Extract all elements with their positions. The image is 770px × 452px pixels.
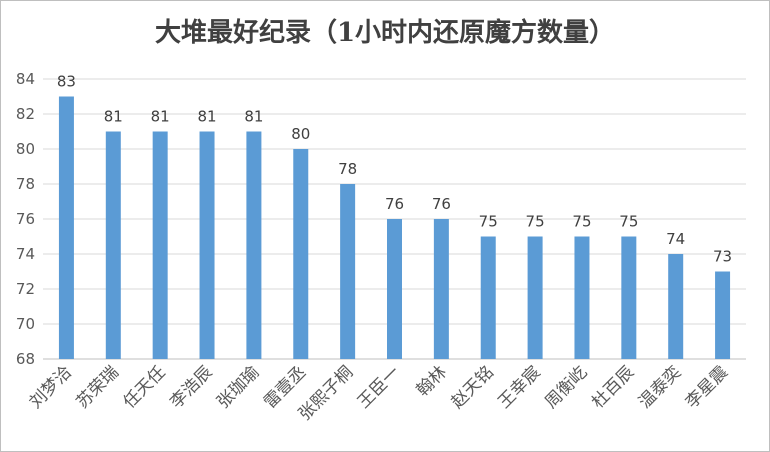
bar [152, 131, 168, 359]
bar [574, 236, 590, 359]
y-tick-label: 68 [16, 350, 35, 368]
y-tick-label: 74 [16, 245, 35, 263]
bar [433, 219, 449, 359]
bar [293, 149, 309, 359]
bar [387, 219, 402, 359]
x-tick-label: 王臣一 [354, 362, 404, 412]
bar [199, 131, 215, 359]
data-label: 75 [572, 213, 591, 231]
y-tick-label: 80 [16, 140, 35, 158]
x-tick-label: 李星震 [682, 362, 732, 412]
data-label: 81 [197, 108, 216, 126]
y-tick-label: 70 [16, 315, 35, 333]
y-tick-label: 82 [16, 105, 35, 123]
data-label: 83 [57, 73, 76, 91]
data-label: 74 [666, 230, 685, 248]
data-label: 76 [385, 195, 404, 213]
data-labels: 83 81 81 81 81 80 78 76 76 75 75 75 75 74 73 [57, 73, 732, 266]
x-tick-label: 李浩辰 [166, 362, 216, 412]
data-label: 75 [479, 213, 498, 231]
bar [715, 271, 731, 359]
x-tick-label: 翰林 [413, 362, 451, 400]
bar [58, 96, 74, 359]
x-tick-label: 苏荣瑞 [73, 362, 123, 412]
data-label: 81 [244, 108, 263, 126]
bars [58, 96, 731, 359]
y-tick-label: 78 [16, 175, 35, 193]
data-label: 76 [432, 195, 451, 213]
bar [246, 131, 262, 359]
x-tick-label: 赵天铭 [448, 362, 498, 412]
x-tick-label: 杜百辰 [588, 362, 638, 412]
x-tick-label: 周衡屹 [541, 362, 591, 412]
data-label: 73 [713, 248, 732, 266]
data-label: 78 [338, 160, 357, 178]
data-label: 81 [104, 108, 123, 126]
x-tick-label: 温泰奕 [635, 362, 685, 412]
chart-title: 大堆最好纪录（1小时内还原魔方数量） [155, 17, 615, 48]
data-label: 80 [291, 125, 310, 143]
x-tick-label: 刘梦洽 [26, 362, 76, 412]
y-tick-label: 76 [16, 210, 35, 228]
data-label: 75 [619, 213, 638, 231]
bar [480, 236, 496, 359]
y-axis-ticks: 68 70 72 74 76 78 80 82 84 [16, 70, 35, 368]
bar [621, 236, 637, 359]
y-tick-label: 72 [16, 280, 35, 298]
x-tick-label: 张珈瑜 [213, 362, 263, 412]
bar [668, 254, 684, 359]
data-label: 75 [526, 213, 545, 231]
bar [105, 131, 121, 359]
data-label: 81 [151, 108, 170, 126]
bar [527, 236, 543, 359]
x-tick-label: 王幸宸 [494, 362, 544, 412]
bar [340, 184, 356, 359]
y-tick-label: 84 [16, 70, 35, 88]
x-tick-label: 任天任 [119, 362, 169, 412]
